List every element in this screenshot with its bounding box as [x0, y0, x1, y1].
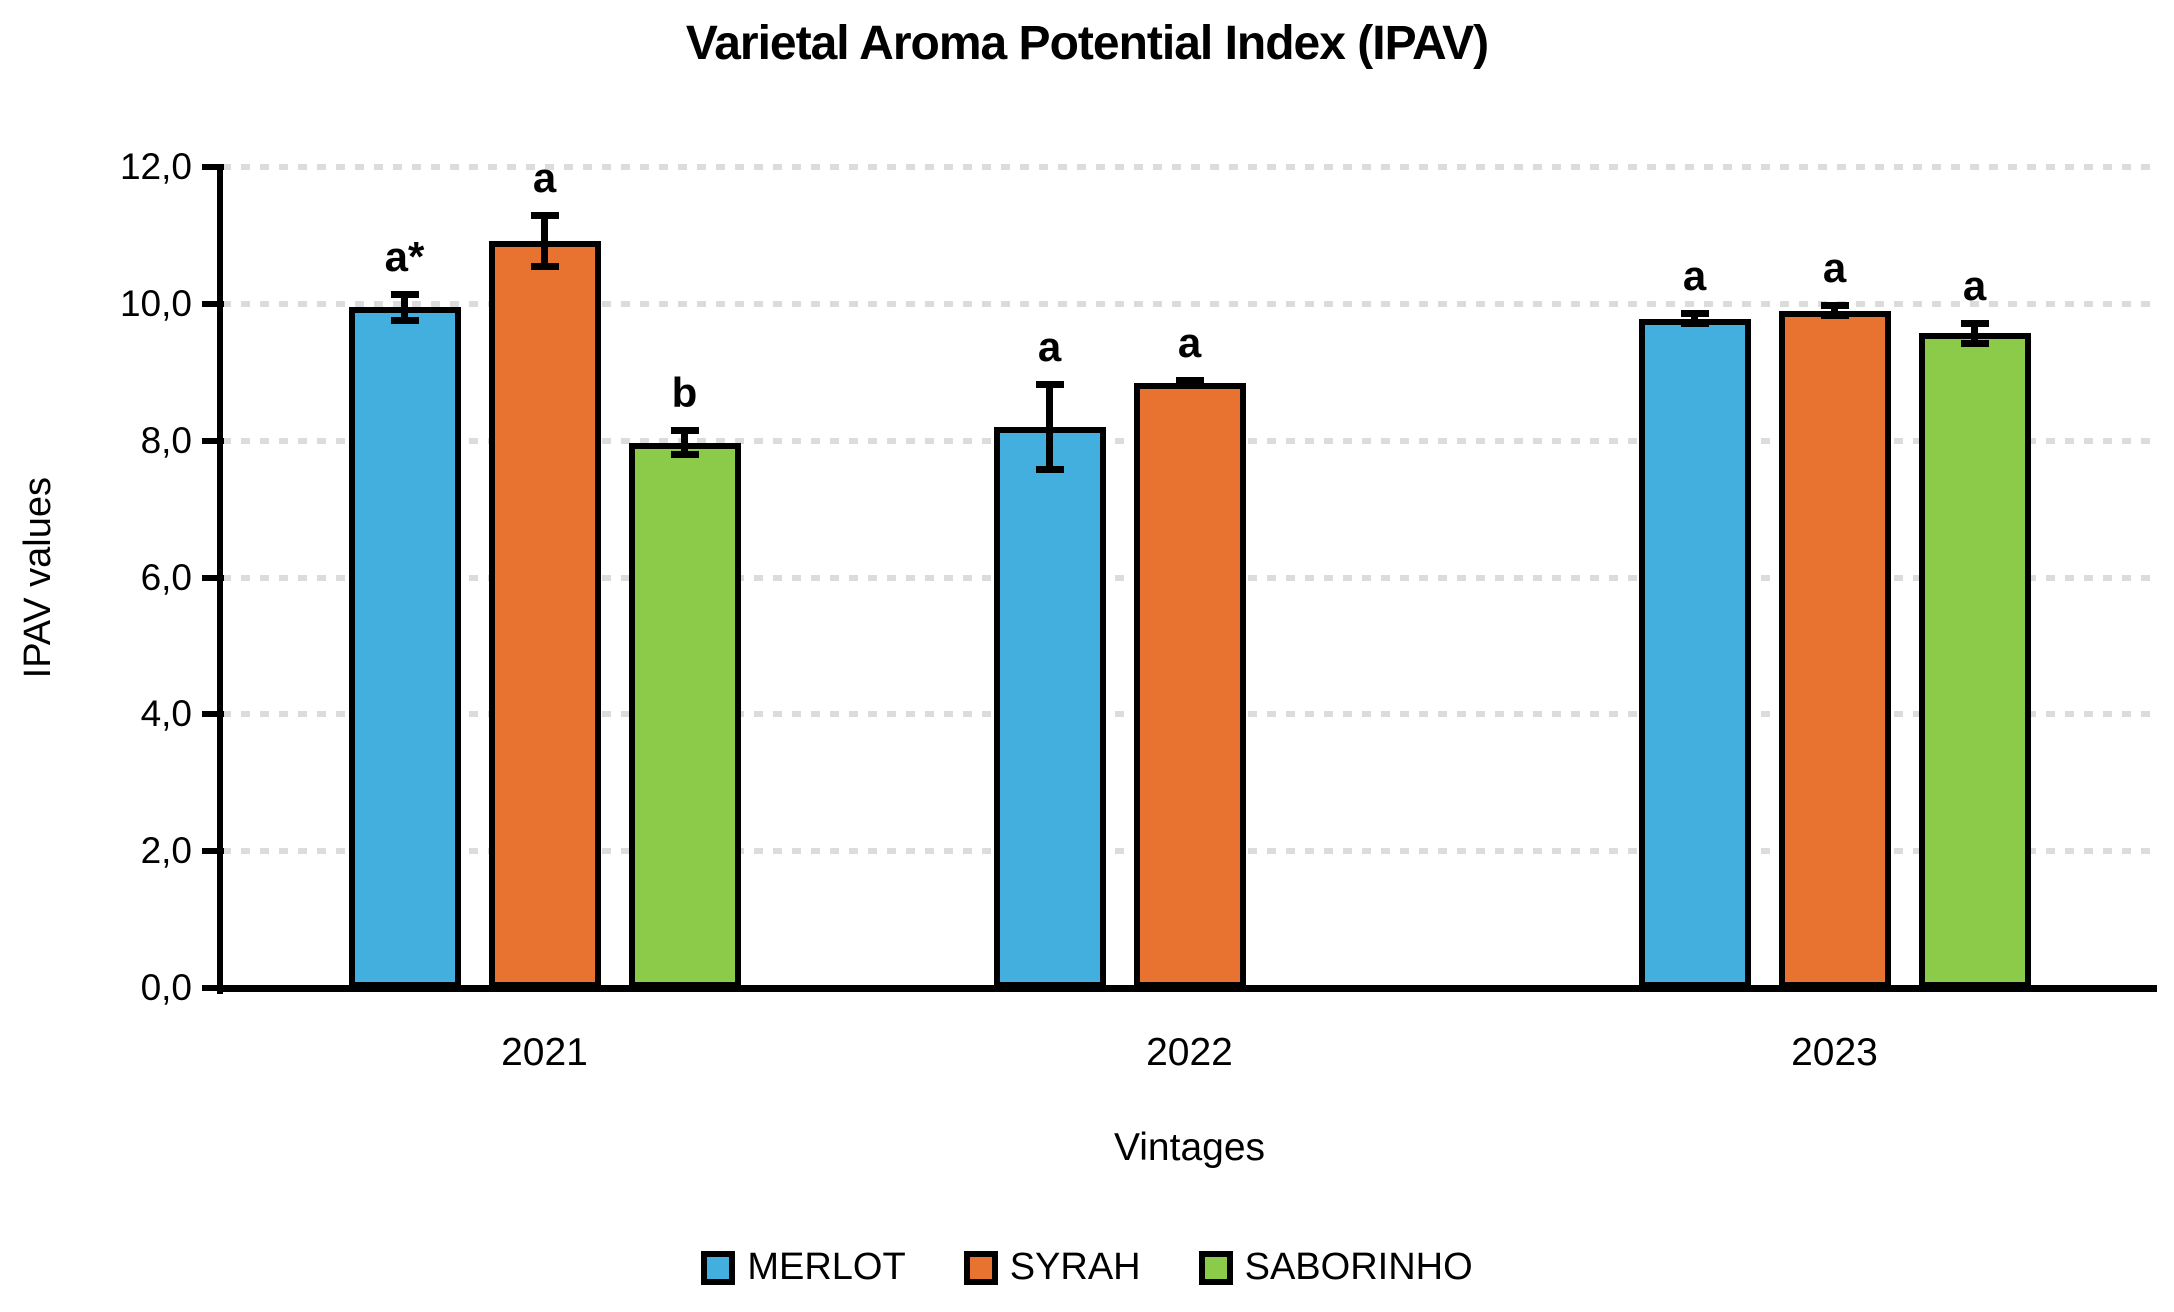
chart-title: Varietal Aroma Potential Index (IPAV) [685, 17, 1489, 70]
error-cap-bottom [1035, 466, 1064, 474]
gridline-10,0 [222, 300, 2157, 307]
bar-syrah-2023 [1778, 310, 1891, 988]
y-tick-10,0 [202, 300, 224, 307]
error-bar-syrah-2023 [1830, 305, 1838, 317]
y-tick-label-10,0: 10,0 [119, 282, 192, 324]
bar-saborinho-2021 [628, 442, 741, 988]
sig-letter-merlot-2022: a [1037, 322, 1062, 370]
error-bar-saborinho-2023 [1970, 322, 1978, 344]
error-bar-merlot-2021 [400, 293, 408, 321]
error-cap-top [1680, 310, 1709, 318]
x-category-label-2021: 2021 [501, 1031, 588, 1074]
legend-item-saborinho: SABORINHO [1198, 1246, 1473, 1289]
error-cap-top [1175, 376, 1204, 384]
legend-label-saborinho: SABORINHO [1244, 1246, 1473, 1288]
sig-letter-saborinho-2021: b [671, 369, 698, 417]
error-cap-bottom [1680, 320, 1709, 328]
y-tick-0,0 [202, 985, 224, 991]
sig-letter-syrah-2023: a [1822, 244, 1847, 292]
y-tick-label-8,0: 8,0 [140, 419, 192, 461]
error-cap-top [1960, 319, 1989, 327]
sig-letter-syrah-2021: a [532, 153, 557, 201]
legend-swatch-syrah [963, 1250, 998, 1285]
y-tick-8,0 [202, 437, 224, 444]
error-cap-top [1035, 380, 1064, 388]
sig-letter-saborinho-2023: a [1962, 261, 1987, 309]
error-cap-top [390, 290, 419, 298]
legend-item-merlot: MERLOT [701, 1246, 906, 1289]
legend-item-syrah: SYRAH [963, 1246, 1141, 1289]
legend-label-syrah: SYRAH [1009, 1246, 1141, 1288]
sig-letter-merlot-2021: a* [384, 232, 425, 280]
error-cap-bottom [530, 262, 559, 270]
bar-merlot-2022 [993, 426, 1106, 988]
bar-syrah-2021 [488, 240, 601, 988]
sig-letter-syrah-2022: a [1177, 318, 1202, 366]
error-bar-syrah-2021 [540, 214, 548, 267]
legend: MERLOT SYRAH SABORINHO [0, 1246, 2174, 1289]
x-category-label-2022: 2022 [1146, 1031, 1233, 1074]
gridline-12,0 [222, 164, 2157, 170]
x-axis-title: Vintages [1113, 1126, 1266, 1169]
legend-swatch-merlot [701, 1250, 736, 1285]
y-tick-6,0 [202, 574, 224, 581]
error-cap-bottom [670, 451, 699, 459]
y-tick-12,0 [202, 164, 224, 170]
y-tick-label-4,0: 4,0 [140, 693, 192, 735]
x-axis-line [217, 985, 2157, 992]
x-category-label-2023: 2023 [1791, 1031, 1878, 1074]
y-tick-label-12,0: 12,0 [119, 146, 192, 187]
y-tick-label-0,0: 0,0 [140, 967, 192, 1008]
y-axis-line [217, 167, 223, 994]
bar-syrah-2022 [1133, 382, 1246, 988]
bar-saborinho-2023 [1918, 333, 2031, 988]
y-tick-label-6,0: 6,0 [140, 556, 192, 598]
error-bar-saborinho-2021 [680, 430, 688, 456]
y-tick-2,0 [202, 848, 224, 855]
error-bar-merlot-2023 [1690, 313, 1698, 325]
error-cap-bottom [390, 316, 419, 324]
bar-merlot-2021 [348, 307, 461, 988]
error-cap-bottom [1175, 381, 1204, 389]
error-bar-merlot-2022 [1045, 383, 1053, 471]
error-cap-bottom [1820, 312, 1849, 320]
error-cap-top [670, 427, 699, 435]
error-cap-top [1820, 302, 1849, 310]
bar-merlot-2023 [1638, 318, 1751, 988]
legend-label-merlot: MERLOT [747, 1246, 906, 1288]
y-tick-label-2,0: 2,0 [140, 830, 192, 872]
error-cap-bottom [1960, 339, 1989, 347]
error-cap-top [530, 211, 559, 219]
legend-swatch-saborinho [1198, 1250, 1233, 1285]
sig-letter-merlot-2023: a [1682, 252, 1707, 300]
y-tick-4,0 [202, 711, 224, 718]
